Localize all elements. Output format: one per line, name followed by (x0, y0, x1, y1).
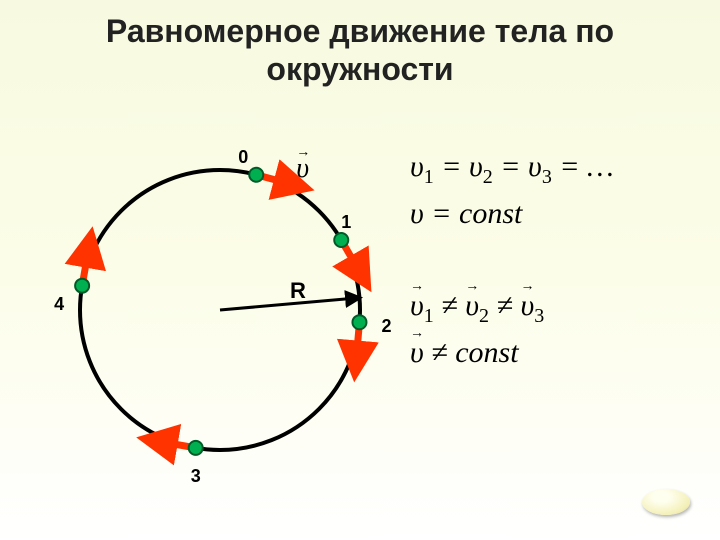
eq-velocity-not-const: →υ ≠ const (410, 336, 710, 370)
title-line2: окружности (266, 51, 453, 87)
radius-label: R (290, 278, 306, 304)
eq-speed-const: υ = const (410, 197, 710, 231)
circular-motion-diagram: R 0 1 2 3 4 →υ (30, 120, 390, 520)
point-label-2: 2 (381, 316, 391, 337)
point-label-4: 4 (54, 294, 64, 315)
eq-speed-scalar: υ1 = υ2 = υ3 = … (410, 150, 710, 189)
upsilon-label: →υ (296, 153, 309, 185)
equations-block: υ1 = υ2 = υ3 = … υ = const →υ1 ≠ →υ2 ≠ →… (410, 150, 710, 378)
diagram-svg (30, 120, 430, 520)
point-label-0: 0 (238, 147, 248, 168)
title-line1: Равномерное движение тела по (106, 13, 614, 49)
point-label-3: 3 (191, 466, 201, 487)
eq-velocity-vector: →υ1 ≠ →υ2 ≠ →υ3 (410, 289, 710, 328)
point-label-1: 1 (341, 212, 351, 233)
next-slide-button[interactable] (642, 489, 690, 515)
